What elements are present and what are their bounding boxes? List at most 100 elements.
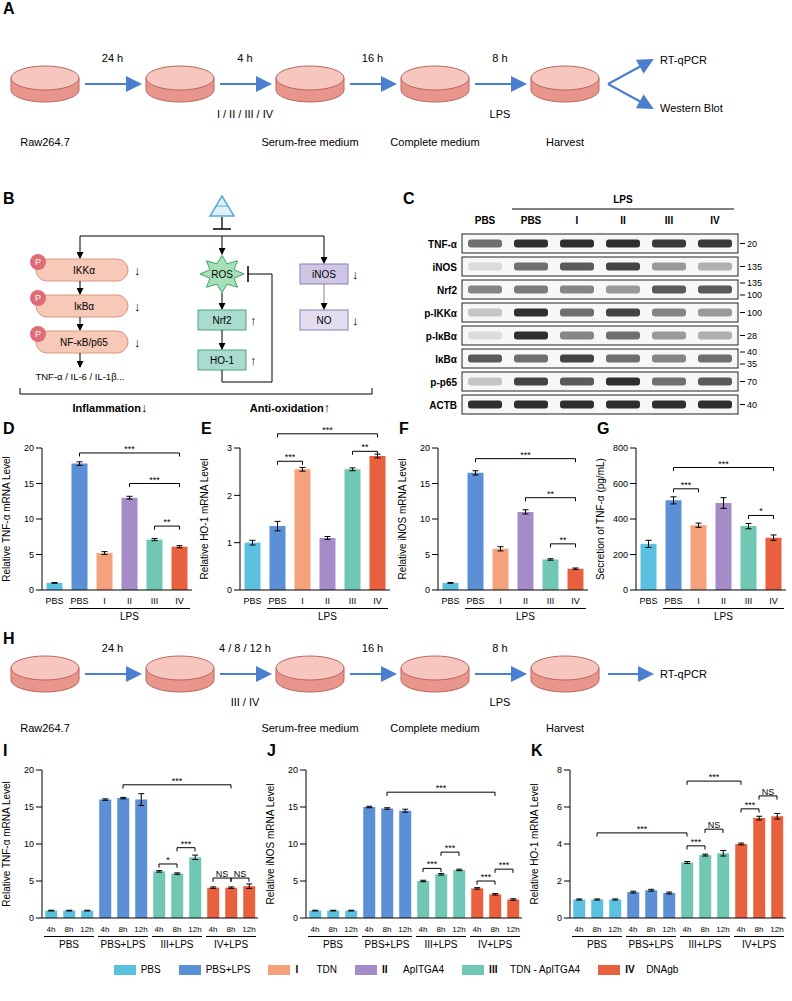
svg-text:Complete medium: Complete medium [390,722,479,734]
svg-text:PBS: PBS [243,596,261,606]
svg-text:15: 15 [24,479,34,489]
svg-text:***: *** [691,837,702,847]
svg-text:3: 3 [227,443,232,453]
svg-text:8h: 8h [701,925,710,934]
svg-text:70: 70 [747,377,757,387]
svg-text:8h: 8h [593,925,602,934]
svg-text:IKKα: IKKα [73,265,95,276]
svg-text:LPS: LPS [490,108,511,120]
svg-text:***: *** [149,475,160,485]
svg-text:iNOS: iNOS [312,269,336,280]
svg-text:4h: 4h [155,925,164,934]
svg-text:15: 15 [288,802,298,812]
svg-text:8h: 8h [491,925,500,934]
svg-text:PBS: PBS [45,596,63,606]
svg-text:Nrf2: Nrf2 [213,315,232,326]
svg-text:8h: 8h [329,925,338,934]
svg-text:0: 0 [623,585,628,595]
svg-text:p-p65: p-p65 [430,377,457,388]
svg-text:PBS: PBS [268,596,286,606]
svg-text:PBS: PBS [664,596,682,606]
svg-text:1: 1 [227,538,232,548]
svg-text:p-IκBα: p-IκBα [426,331,458,342]
svg-text:12h: 12h [398,925,411,934]
svg-text:5: 5 [29,550,34,560]
svg-text:Anti-oxidation↑: Anti-oxidation↑ [250,400,330,415]
svg-text:*: * [166,855,170,865]
svg-text:NF-κB/p65: NF-κB/p65 [60,337,108,348]
svg-text:4h: 4h [473,925,482,934]
svg-text:Relative iNOS mRNA Level: Relative iNOS mRNA Level [397,458,408,579]
svg-text:8h: 8h [383,925,392,934]
svg-text:II: II [127,596,132,606]
svg-text:12h: 12h [506,925,519,934]
svg-text:**: ** [547,489,555,499]
svg-text:I: I [301,596,304,606]
svg-text:12h: 12h [662,925,675,934]
svg-text:2: 2 [227,491,232,501]
svg-text:4: 4 [557,839,562,849]
svg-text:40: 40 [747,400,757,410]
svg-text:8h: 8h [227,925,236,934]
svg-text:***: *** [445,843,456,853]
svg-text:II: II [523,596,528,606]
svg-text:0: 0 [29,913,34,923]
svg-text:12h: 12h [80,925,93,934]
svg-text:IV: IV [373,596,382,606]
svg-text:*: * [759,506,763,516]
svg-text:0: 0 [293,913,298,923]
svg-text:IV: IV [571,596,580,606]
svg-text:III / IV: III / IV [231,696,260,708]
svg-text:Raw264.7: Raw264.7 [20,722,70,734]
svg-text:***: *** [718,459,729,469]
svg-text:Relative iNOS mRNA Level: Relative iNOS mRNA Level [265,783,276,904]
svg-text:IV: IV [710,215,720,226]
svg-text:135: 135 [747,262,762,272]
svg-text:III: III [745,596,753,606]
svg-text:PBS: PBS [521,215,542,226]
svg-text:Relative HO-1 mRNA Level: Relative HO-1 mRNA Level [529,783,540,904]
svg-text:4h: 4h [629,925,638,934]
svg-text:8h: 8h [647,925,656,934]
svg-text:20: 20 [24,765,34,775]
svg-text:8h: 8h [755,925,764,934]
svg-text:↓: ↓ [134,263,141,278]
svg-text:***: *** [745,800,756,810]
svg-text:100: 100 [747,308,762,318]
svg-text:I: I [499,596,502,606]
svg-text:Complete medium: Complete medium [390,136,479,148]
svg-text:***: *** [499,860,510,870]
svg-text:100: 100 [747,290,762,300]
svg-text:Inflammation↓: Inflammation↓ [73,400,148,415]
svg-text:5: 5 [29,876,34,886]
svg-text:12h: 12h [188,925,201,934]
svg-text:***: *** [285,452,296,462]
svg-text:PBS: PBS [639,596,657,606]
svg-text:8 h: 8 h [492,642,507,654]
svg-text:ROS: ROS [211,269,233,280]
svg-text:***: *** [124,444,135,454]
svg-text:24 h: 24 h [102,642,123,654]
svg-text:4h: 4h [47,925,56,934]
svg-text:***: *** [427,859,438,869]
svg-text:200: 200 [613,550,628,560]
svg-text:6: 6 [557,802,562,812]
svg-text:Western Blot: Western Blot [660,102,723,114]
svg-text:5: 5 [293,876,298,886]
svg-text:PBS: PBS [466,596,484,606]
svg-text:IV: IV [175,596,184,606]
svg-text:Relative TNF-α mRNA Level: Relative TNF-α mRNA Level [1,781,12,907]
svg-text:P: P [35,293,41,303]
svg-text:PBS: PBS [70,596,88,606]
svg-text:0: 0 [425,585,430,595]
svg-text:4h: 4h [311,925,320,934]
svg-text:↓: ↓ [352,267,359,282]
svg-text:ACTB: ACTB [429,400,457,411]
svg-text:4h: 4h [683,925,692,934]
svg-text:24 h: 24 h [102,52,123,64]
svg-text:8h: 8h [173,925,182,934]
svg-text:***: *** [436,783,447,793]
svg-text:IV: IV [769,596,778,606]
svg-text:0: 0 [227,585,232,595]
svg-text:HO-1: HO-1 [210,355,234,366]
